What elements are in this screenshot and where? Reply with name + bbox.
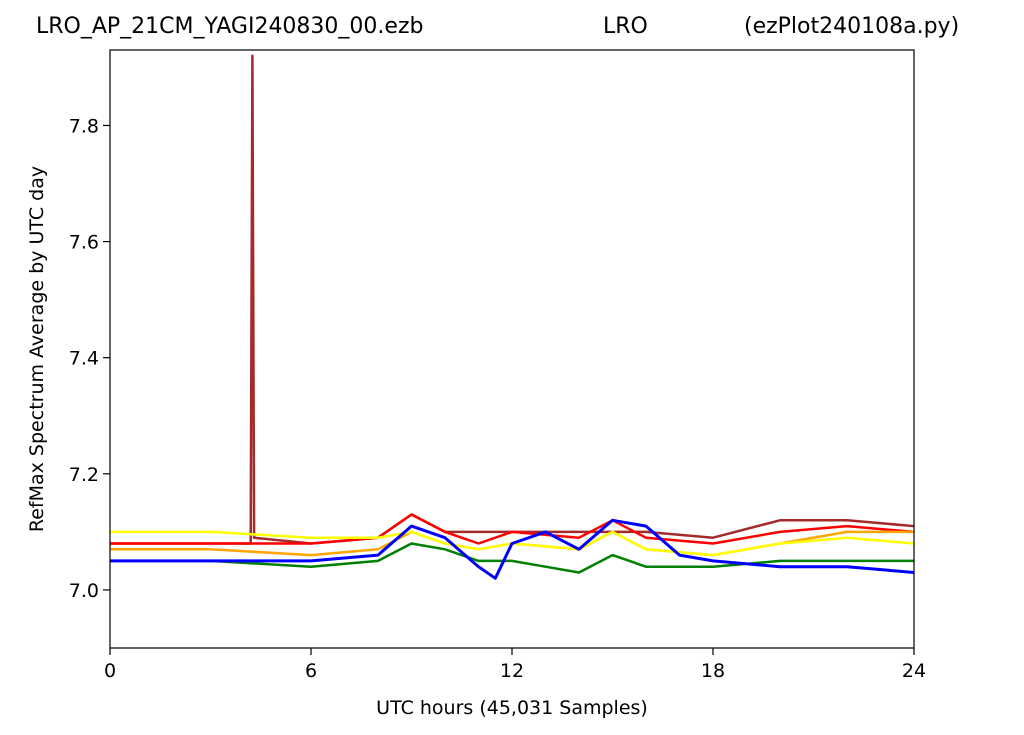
x-tick-label: 0 <box>104 660 116 682</box>
y-tick-label: 7.6 <box>69 232 99 254</box>
file-name-title: LRO_AP_21CM_YAGI240830_00.ezb <box>36 14 424 39</box>
title-row: LRO_AP_21CM_YAGI240830_00.ezb LRO (ezPlo… <box>0 10 1024 46</box>
script-name-title: (ezPlot240108a.py) <box>744 14 960 39</box>
series-line-2 <box>110 513 914 545</box>
x-axis: 0 6 12 18 24 <box>104 648 926 682</box>
y-tick-label: 7.4 <box>69 348 99 370</box>
plot-frame <box>109 49 915 649</box>
x-axis-label: UTC hours (45,031 Samples) <box>376 697 648 719</box>
y-tick-label: 7.8 <box>69 115 99 137</box>
series-layer <box>110 54 914 580</box>
x-tick-label: 24 <box>902 660 926 682</box>
x-tick-label: 12 <box>500 660 524 682</box>
x-tick-label: 6 <box>305 660 317 682</box>
y-axis: 7.0 7.2 7.4 7.6 7.8 <box>69 115 110 602</box>
x-tick-label: 18 <box>701 660 725 682</box>
y-axis-label: RefMax Spectrum Average by UTC day <box>26 166 48 532</box>
station-title: LRO <box>603 14 648 39</box>
series-line-6 <box>110 518 914 580</box>
series-line-1 <box>110 54 914 545</box>
y-tick-label: 7.0 <box>69 580 99 602</box>
y-tick-label: 7.2 <box>69 464 99 486</box>
